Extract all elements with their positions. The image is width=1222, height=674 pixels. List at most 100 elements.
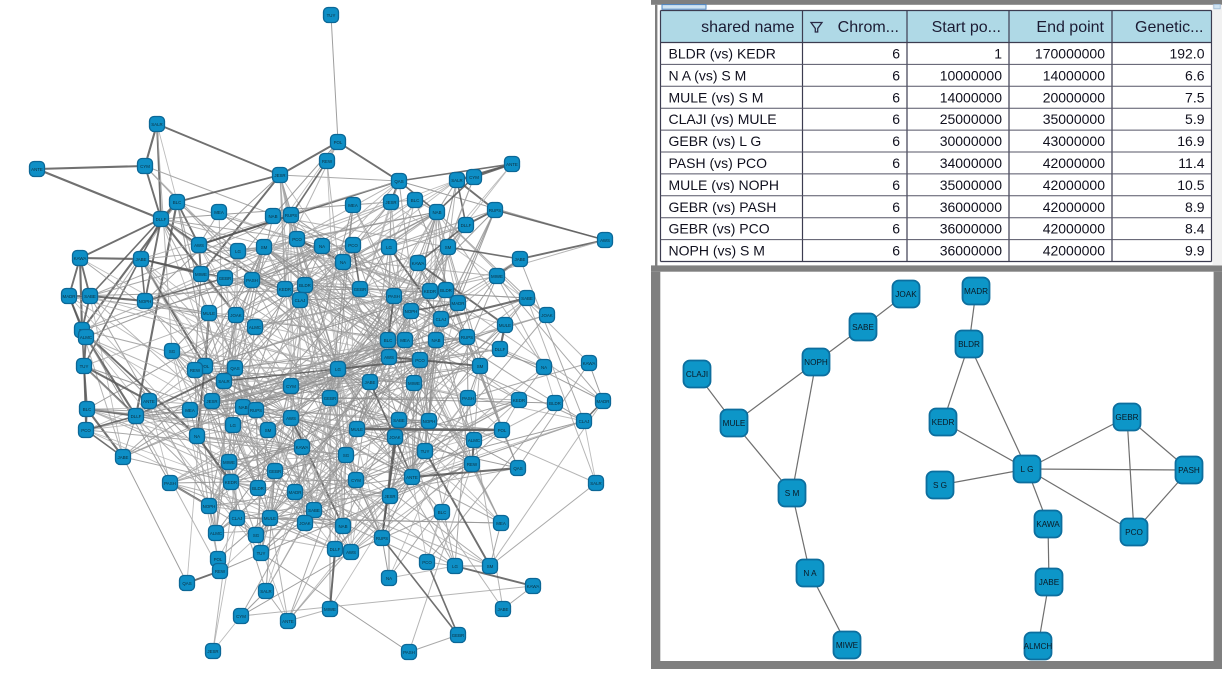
svg-text:14000000: 14000000 bbox=[940, 89, 1003, 105]
svg-text:ALMC: ALMC bbox=[468, 438, 480, 443]
svg-text:1: 1 bbox=[994, 45, 1002, 61]
svg-text:6: 6 bbox=[892, 45, 900, 61]
svg-text:PCO: PCO bbox=[348, 243, 358, 248]
svg-text:AWS: AWS bbox=[346, 550, 356, 555]
svg-text:8.9: 8.9 bbox=[1185, 199, 1205, 215]
svg-text:CLAJ: CLAJ bbox=[295, 298, 306, 303]
svg-text:NOPH: NOPH bbox=[804, 358, 828, 367]
svg-text:BLC: BLC bbox=[411, 198, 420, 203]
svg-text:PASH: PASH bbox=[1178, 466, 1200, 475]
svg-text:ANTE: ANTE bbox=[31, 167, 43, 172]
svg-text:14000000: 14000000 bbox=[1043, 67, 1106, 83]
svg-text:CYM: CYM bbox=[140, 164, 150, 169]
svg-text:JABE: JABE bbox=[515, 257, 526, 262]
svg-text:POL: POL bbox=[498, 428, 507, 433]
svg-text:MIWE: MIWE bbox=[836, 641, 859, 650]
svg-text:MULE: MULE bbox=[351, 427, 363, 432]
svg-text:6: 6 bbox=[892, 155, 900, 171]
svg-text:ANTE: ANTE bbox=[406, 475, 418, 480]
svg-text:NA: NA bbox=[194, 434, 200, 439]
svg-text:QAS: QAS bbox=[513, 466, 522, 471]
svg-text:KAWA: KAWA bbox=[527, 584, 540, 589]
svg-text:MEA: MEA bbox=[400, 338, 410, 343]
svg-text:shared name: shared name bbox=[701, 19, 794, 36]
svg-text:SALR: SALR bbox=[260, 589, 271, 594]
svg-text:ANTE: ANTE bbox=[143, 399, 155, 404]
svg-text:NA: NA bbox=[340, 260, 346, 265]
svg-text:BLC: BLC bbox=[173, 200, 182, 205]
svg-text:MIWE: MIWE bbox=[491, 274, 503, 279]
svg-text:TUY: TUY bbox=[327, 13, 336, 18]
svg-text:REW: REW bbox=[215, 569, 226, 574]
svg-text:SM: SM bbox=[261, 245, 268, 250]
svg-text:GEBR (vs) L G: GEBR (vs) L G bbox=[669, 133, 762, 149]
svg-text:SG: SG bbox=[169, 349, 176, 354]
svg-text:ALMCH: ALMCH bbox=[1024, 642, 1053, 651]
svg-text:CYM: CYM bbox=[469, 175, 479, 180]
svg-text:NAB: NAB bbox=[338, 524, 347, 529]
svg-text:NOPH: NOPH bbox=[139, 299, 152, 304]
svg-text:DLLF: DLLF bbox=[461, 223, 472, 228]
svg-text:PASH: PASH bbox=[388, 294, 400, 299]
svg-text:42000000: 42000000 bbox=[1043, 199, 1106, 215]
svg-text:PCO: PCO bbox=[1125, 528, 1143, 537]
svg-text:CLAJ: CLAJ bbox=[579, 419, 590, 424]
svg-text:ALMC: ALMC bbox=[249, 325, 261, 330]
svg-text:MULE: MULE bbox=[264, 516, 276, 521]
svg-text:N A (vs) S M: N A (vs) S M bbox=[669, 67, 747, 83]
svg-text:16.9: 16.9 bbox=[1177, 133, 1204, 149]
svg-text:MIWE: MIWE bbox=[324, 607, 336, 612]
svg-text:9.9: 9.9 bbox=[1185, 243, 1205, 259]
svg-text:GEBR: GEBR bbox=[269, 469, 281, 474]
svg-text:S G: S G bbox=[933, 481, 947, 490]
svg-text:BLC: BLC bbox=[438, 510, 447, 515]
svg-text:AWS: AWS bbox=[600, 238, 610, 243]
svg-text:TUY: TUY bbox=[80, 364, 89, 369]
svg-text:35000000: 35000000 bbox=[940, 177, 1003, 193]
svg-text:SG: SG bbox=[343, 453, 350, 458]
svg-text:MULE: MULE bbox=[499, 323, 511, 328]
svg-text:8.4: 8.4 bbox=[1185, 221, 1205, 237]
svg-text:PCO: PCO bbox=[415, 358, 425, 363]
svg-text:DLLF: DLLF bbox=[330, 547, 341, 552]
svg-text:PASH (vs) PCO: PASH (vs) PCO bbox=[669, 155, 768, 171]
svg-text:6: 6 bbox=[892, 67, 900, 83]
svg-text:MADR: MADR bbox=[289, 490, 302, 495]
svg-text:CYM: CYM bbox=[286, 384, 296, 389]
svg-text:REW: REW bbox=[322, 159, 333, 164]
svg-text:BLC: BLC bbox=[83, 407, 92, 412]
svg-text:RUPS: RUPS bbox=[461, 335, 473, 340]
svg-text:ALMC: ALMC bbox=[210, 531, 222, 536]
svg-text:JABE: JABE bbox=[365, 380, 376, 385]
svg-text:MULE: MULE bbox=[723, 419, 746, 428]
svg-text:QAS: QAS bbox=[182, 581, 191, 586]
svg-text:GEBR: GEBR bbox=[452, 633, 464, 638]
svg-text:SM: SM bbox=[265, 428, 272, 433]
svg-text:KAWA: KAWA bbox=[74, 256, 87, 261]
svg-text:SALR: SALR bbox=[218, 379, 229, 384]
svg-text:25000000: 25000000 bbox=[940, 111, 1003, 127]
svg-text:20000000: 20000000 bbox=[1043, 89, 1106, 105]
svg-text:10.5: 10.5 bbox=[1177, 177, 1204, 193]
svg-text:JOAK: JOAK bbox=[299, 521, 311, 526]
svg-text:MEA: MEA bbox=[214, 210, 224, 215]
svg-text:42000000: 42000000 bbox=[1043, 221, 1106, 237]
svg-text:PASH: PASH bbox=[462, 396, 474, 401]
svg-text:TUY: TUY bbox=[257, 551, 266, 556]
svg-text:6: 6 bbox=[892, 243, 900, 259]
svg-text:KAWA: KAWA bbox=[1036, 520, 1060, 529]
svg-text:NAB: NAB bbox=[268, 214, 277, 219]
svg-text:36000000: 36000000 bbox=[940, 221, 1003, 237]
svg-text:PASH: PASH bbox=[403, 650, 415, 655]
svg-text:KEDR: KEDR bbox=[513, 398, 525, 403]
svg-text:6: 6 bbox=[892, 89, 900, 105]
svg-text:POL: POL bbox=[214, 557, 223, 562]
svg-text:6: 6 bbox=[892, 199, 900, 215]
svg-text:42000000: 42000000 bbox=[1043, 177, 1106, 193]
svg-text:KEDR: KEDR bbox=[225, 480, 237, 485]
svg-text:SALR: SALR bbox=[451, 178, 462, 183]
svg-text:KEDR: KEDR bbox=[932, 418, 955, 427]
svg-text:JABE: JABE bbox=[136, 257, 147, 262]
svg-text:REW: REW bbox=[190, 368, 201, 373]
svg-text:CLAJ: CLAJ bbox=[232, 516, 243, 521]
